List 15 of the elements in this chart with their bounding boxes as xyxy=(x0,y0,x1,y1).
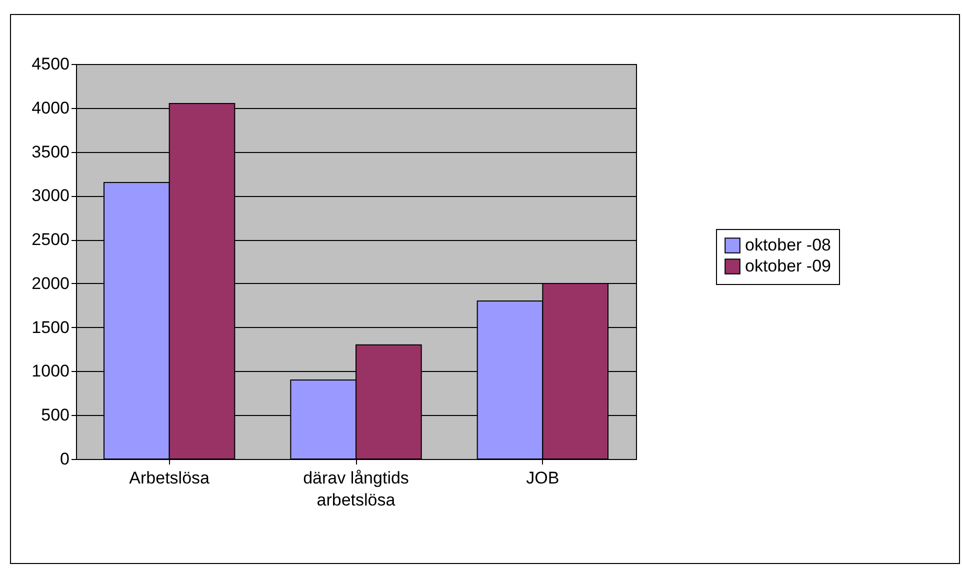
y-tick-label: 1500 xyxy=(32,318,70,337)
y-tick-label: 0 xyxy=(60,450,70,468)
y-tick-label: 500 xyxy=(41,406,70,425)
x-tick-label: Arbetslösa xyxy=(129,468,210,488)
legend-label: oktober -09 xyxy=(745,256,831,276)
y-tick-label: 2000 xyxy=(32,274,70,293)
y-tick-label: 4000 xyxy=(32,98,70,118)
y-tick-label: 3500 xyxy=(32,142,70,162)
x-tick-label: därav långtids arbetslösa xyxy=(303,468,409,510)
y-tick-label: 1000 xyxy=(32,362,70,381)
x-tick-label: JOB xyxy=(526,468,560,488)
y-tick-label: 4500 xyxy=(32,54,70,74)
legend-label: oktober -08 xyxy=(745,236,831,254)
y-tick-label: 3000 xyxy=(32,186,70,206)
y-tick-label: 2500 xyxy=(32,230,70,250)
